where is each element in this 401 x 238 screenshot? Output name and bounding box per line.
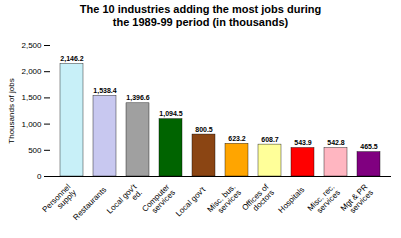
svg-text:542.8: 542.8 (327, 139, 345, 146)
svg-text:Misc. bus.services: Misc. bus.services (206, 182, 243, 219)
svg-text:800.5: 800.5 (195, 126, 213, 133)
svg-text:Restaurants: Restaurants (71, 185, 108, 222)
svg-text:Computerservices: Computerservices (140, 182, 177, 219)
svg-text:Local gov'ted.: Local gov'ted. (105, 182, 144, 221)
svg-text:1,000: 1,000 (21, 120, 42, 129)
svg-text:608.7: 608.7 (261, 136, 279, 143)
svg-text:1,396.6: 1,396.6 (126, 94, 149, 102)
svg-text:Offices ofdoctors: Offices ofdoctors (240, 182, 276, 218)
svg-text:Mgt & PRservices: Mgt & PRservices (339, 182, 375, 218)
svg-text:2,146.2: 2,146.2 (60, 55, 83, 63)
svg-text:2,500: 2,500 (21, 41, 42, 50)
svg-text:465.5: 465.5 (360, 143, 378, 150)
svg-text:Thousands of jobs: Thousands of jobs (7, 78, 16, 143)
svg-text:Hospitals: Hospitals (277, 185, 307, 215)
svg-text:Misc. rec.services: Misc. rec.services (306, 182, 342, 218)
svg-text:0: 0 (37, 172, 42, 181)
svg-text:1,500: 1,500 (21, 93, 42, 102)
svg-text:500: 500 (28, 146, 42, 155)
svg-text:Local gov't: Local gov't (174, 185, 208, 219)
svg-text:1,538.4: 1,538.4 (93, 87, 116, 95)
svg-text:623.2: 623.2 (228, 135, 246, 142)
svg-text:1,094.5: 1,094.5 (159, 110, 182, 118)
svg-text:2,000: 2,000 (21, 67, 42, 76)
svg-text:543.9: 543.9 (294, 139, 312, 146)
